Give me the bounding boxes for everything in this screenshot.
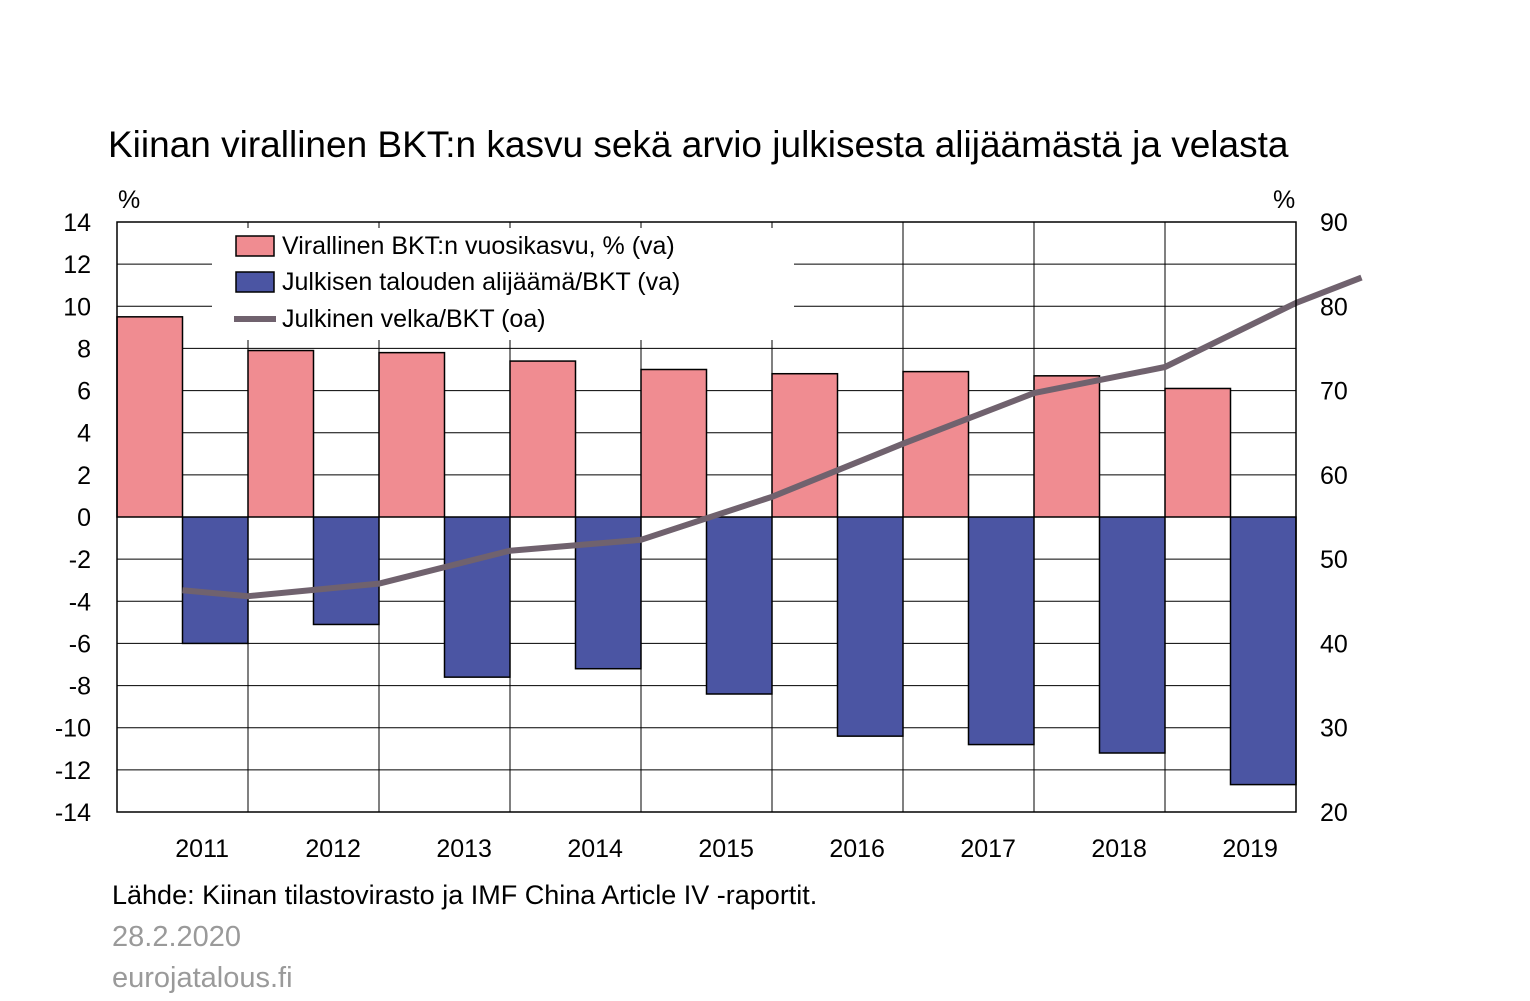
source-note: Lähde: Kiinan tilastovirasto ja IMF Chin… <box>112 880 817 910</box>
plot-frame <box>116 221 1297 813</box>
right-tick-label: 70 <box>1320 378 1348 406</box>
debt-to-gdp-line <box>182 274 1363 600</box>
x-tick-label: 2019 <box>1222 835 1278 863</box>
right-tick-label: 50 <box>1320 546 1348 574</box>
gdp-growth-bar-2019 <box>1164 387 1232 518</box>
left-tick-label: 0 <box>77 504 91 532</box>
gdp-growth-bar-2011 <box>116 316 184 518</box>
gdp-growth-bar-2018 <box>1033 375 1101 518</box>
left-tick-label: 14 <box>63 209 91 237</box>
x-tick-label: 2018 <box>1091 835 1147 863</box>
deficit-bar-2017 <box>967 516 1035 746</box>
left-tick-label: -12 <box>55 757 91 785</box>
deficit-bar-2013 <box>443 516 511 678</box>
left-tick-label: 6 <box>77 378 91 406</box>
legend: Virallinen BKT:n vuosikasvu, % (va) Julk… <box>212 228 794 340</box>
left-tick-label: -10 <box>55 715 91 743</box>
gdp-growth-bar-2012 <box>247 349 315 518</box>
deficit-bar-2016 <box>836 516 904 737</box>
deficit-bar-2012 <box>312 516 380 626</box>
left-tick-label: -8 <box>69 673 91 701</box>
gdp-growth-bar-2017 <box>902 370 970 518</box>
site-name: eurojatalous.fi <box>112 962 293 994</box>
x-tick-label: 2012 <box>305 835 361 863</box>
left-tick-label: -4 <box>69 588 91 616</box>
chart-title: Kiinan virallinen BKT:n kasvu sekä arvio… <box>108 124 1289 165</box>
left-tick-label: -14 <box>55 799 91 827</box>
deficit-bar-2015 <box>705 516 773 695</box>
gdp-growth-bar-2013 <box>378 351 446 518</box>
right-tick-label: 60 <box>1320 462 1348 490</box>
gdp-growth-bar-2014 <box>509 360 577 518</box>
legend-swatch-deficit <box>235 271 275 293</box>
deficit-bar-2018 <box>1098 516 1166 754</box>
legend-swatch-gdp <box>235 235 275 257</box>
legend-background <box>212 228 794 340</box>
axis-labels: 14121086420-2-4-6-8-10-12-14908070605040… <box>55 209 1348 863</box>
right-tick-label: 20 <box>1320 799 1348 827</box>
right-tick-label: 40 <box>1320 630 1348 658</box>
legend-label-deficit: Julkisen talouden alijäämä/BKT (va) <box>282 268 680 296</box>
left-tick-label: 8 <box>77 335 91 363</box>
publish-date: 28.2.2020 <box>112 921 241 953</box>
x-tick-label: 2014 <box>567 835 623 863</box>
left-tick-label: 2 <box>77 462 91 490</box>
x-tick-label: 2016 <box>829 835 885 863</box>
x-tick-label: 2013 <box>436 835 492 863</box>
debt-line <box>182 274 1363 600</box>
right-axis-unit: % <box>1273 186 1295 214</box>
left-tick-label: 10 <box>63 293 91 321</box>
left-tick-label: -6 <box>69 630 91 658</box>
x-tick-label: 2017 <box>960 835 1016 863</box>
right-tick-label: 30 <box>1320 715 1348 743</box>
x-tick-label: 2015 <box>698 835 754 863</box>
right-tick-label: 90 <box>1320 209 1348 237</box>
right-tick-label: 80 <box>1320 293 1348 321</box>
legend-label-debt: Julkinen velka/BKT (oa) <box>282 305 546 333</box>
left-tick-label: 4 <box>77 420 91 448</box>
deficit-bar-2019 <box>1229 516 1297 786</box>
bars <box>116 316 1297 786</box>
x-tick-label: 2011 <box>175 835 229 863</box>
left-axis-unit: % <box>118 186 140 214</box>
gdp-growth-bar-2015 <box>640 368 708 518</box>
deficit-bar-2011 <box>181 516 249 645</box>
left-tick-label: 12 <box>63 251 91 279</box>
legend-label-gdp: Virallinen BKT:n vuosikasvu, % (va) <box>282 232 675 260</box>
left-tick-label: -2 <box>69 546 91 574</box>
